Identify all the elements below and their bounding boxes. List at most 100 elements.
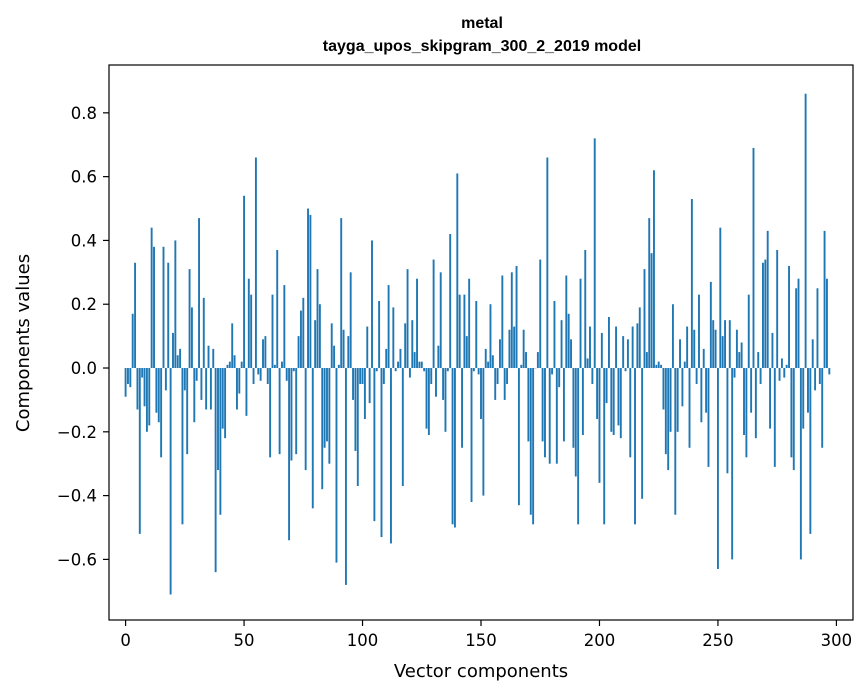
bar-201 bbox=[600, 332, 603, 369]
y-tick-label: −0.2 bbox=[57, 423, 97, 442]
bar-262 bbox=[745, 368, 748, 458]
y-tick-label: −0.4 bbox=[57, 487, 97, 506]
bar-78 bbox=[309, 214, 312, 369]
bar-231 bbox=[671, 304, 674, 369]
bar-85 bbox=[326, 368, 328, 442]
bar-252 bbox=[721, 336, 724, 369]
bar-240 bbox=[693, 329, 696, 369]
bar-275 bbox=[776, 250, 779, 369]
bar-215 bbox=[634, 368, 636, 525]
bar-2 bbox=[129, 368, 132, 388]
bar-285 bbox=[799, 368, 802, 560]
bar-91 bbox=[340, 218, 343, 369]
bar-90 bbox=[337, 364, 340, 369]
bar-35 bbox=[207, 345, 210, 369]
bar-73 bbox=[297, 336, 300, 369]
bar-164 bbox=[513, 326, 516, 369]
bar-131 bbox=[435, 368, 437, 397]
bar-204 bbox=[608, 316, 610, 369]
bar-264 bbox=[750, 368, 753, 413]
bar-294 bbox=[821, 368, 824, 448]
bar-59 bbox=[264, 336, 267, 369]
bar-182 bbox=[555, 368, 558, 464]
bar-232 bbox=[674, 368, 677, 515]
bar-297 bbox=[828, 368, 831, 375]
bar-280 bbox=[788, 265, 790, 369]
x-axis-label: Vector components bbox=[394, 661, 568, 682]
bar-39 bbox=[217, 368, 219, 471]
bar-224 bbox=[655, 364, 658, 369]
bar-212 bbox=[626, 339, 629, 369]
bar-186 bbox=[565, 275, 568, 369]
bar-104 bbox=[371, 240, 373, 369]
bar-198 bbox=[593, 138, 596, 369]
bar-208 bbox=[617, 368, 620, 426]
bar-27 bbox=[188, 269, 191, 369]
bar-137 bbox=[449, 234, 452, 369]
bar-47 bbox=[236, 368, 238, 410]
bar-206 bbox=[612, 368, 615, 435]
bar-135 bbox=[444, 368, 447, 432]
bar-266 bbox=[754, 368, 757, 439]
bar-279 bbox=[785, 364, 788, 369]
y-tick-label: 0.6 bbox=[71, 168, 97, 187]
bar-88 bbox=[333, 345, 336, 369]
bar-71 bbox=[292, 368, 295, 372]
bar-76 bbox=[304, 368, 307, 471]
bar-248 bbox=[712, 320, 715, 369]
y-tick-label: −0.6 bbox=[57, 550, 97, 569]
bar-126 bbox=[423, 368, 426, 372]
bar-196 bbox=[589, 326, 591, 369]
bar-243 bbox=[700, 368, 703, 423]
bar-43 bbox=[226, 364, 229, 369]
bar-140 bbox=[456, 173, 459, 369]
bar-142 bbox=[461, 368, 463, 448]
bar-128 bbox=[427, 368, 430, 435]
bar-181 bbox=[553, 301, 556, 369]
bar-7 bbox=[141, 368, 144, 378]
bar-154 bbox=[489, 304, 492, 369]
bar-65 bbox=[278, 368, 281, 455]
bar-253 bbox=[724, 320, 726, 369]
x-tick-label: 150 bbox=[465, 631, 497, 650]
bar-96 bbox=[352, 368, 354, 400]
bar-290 bbox=[811, 339, 814, 369]
bar-100 bbox=[361, 368, 364, 384]
bar-211 bbox=[624, 368, 627, 372]
bar-105 bbox=[373, 368, 376, 522]
bar-68 bbox=[285, 368, 288, 381]
bar-42 bbox=[224, 368, 227, 439]
bar-58 bbox=[262, 339, 264, 369]
bar-218 bbox=[641, 368, 644, 499]
bar-44 bbox=[228, 361, 231, 369]
bar-130 bbox=[432, 259, 435, 369]
bar-178 bbox=[546, 157, 549, 369]
bar-10 bbox=[148, 368, 151, 426]
bar-184 bbox=[560, 320, 563, 369]
bar-277 bbox=[780, 358, 783, 369]
bar-289 bbox=[809, 368, 812, 534]
bar-254 bbox=[726, 368, 729, 474]
bar-187 bbox=[567, 313, 570, 369]
bar-99 bbox=[359, 368, 362, 384]
bar-118 bbox=[404, 323, 407, 369]
bar-162 bbox=[508, 329, 511, 369]
bar-160 bbox=[503, 368, 506, 400]
bar-95 bbox=[349, 272, 352, 369]
bar-156 bbox=[494, 368, 497, 400]
bar-86 bbox=[328, 368, 331, 464]
bar-229 bbox=[667, 368, 670, 471]
bar-129 bbox=[430, 368, 433, 384]
y-tick-label: 0.2 bbox=[71, 295, 97, 314]
bar-210 bbox=[622, 336, 625, 369]
bar-226 bbox=[660, 364, 663, 369]
bar-31 bbox=[198, 218, 200, 369]
bar-189 bbox=[572, 368, 575, 448]
bar-197 bbox=[591, 368, 594, 384]
bar-74 bbox=[299, 310, 302, 369]
bar-288 bbox=[807, 368, 809, 413]
bar-152 bbox=[484, 348, 487, 369]
bar-221 bbox=[648, 218, 651, 369]
x-tick-label: 250 bbox=[702, 631, 734, 650]
